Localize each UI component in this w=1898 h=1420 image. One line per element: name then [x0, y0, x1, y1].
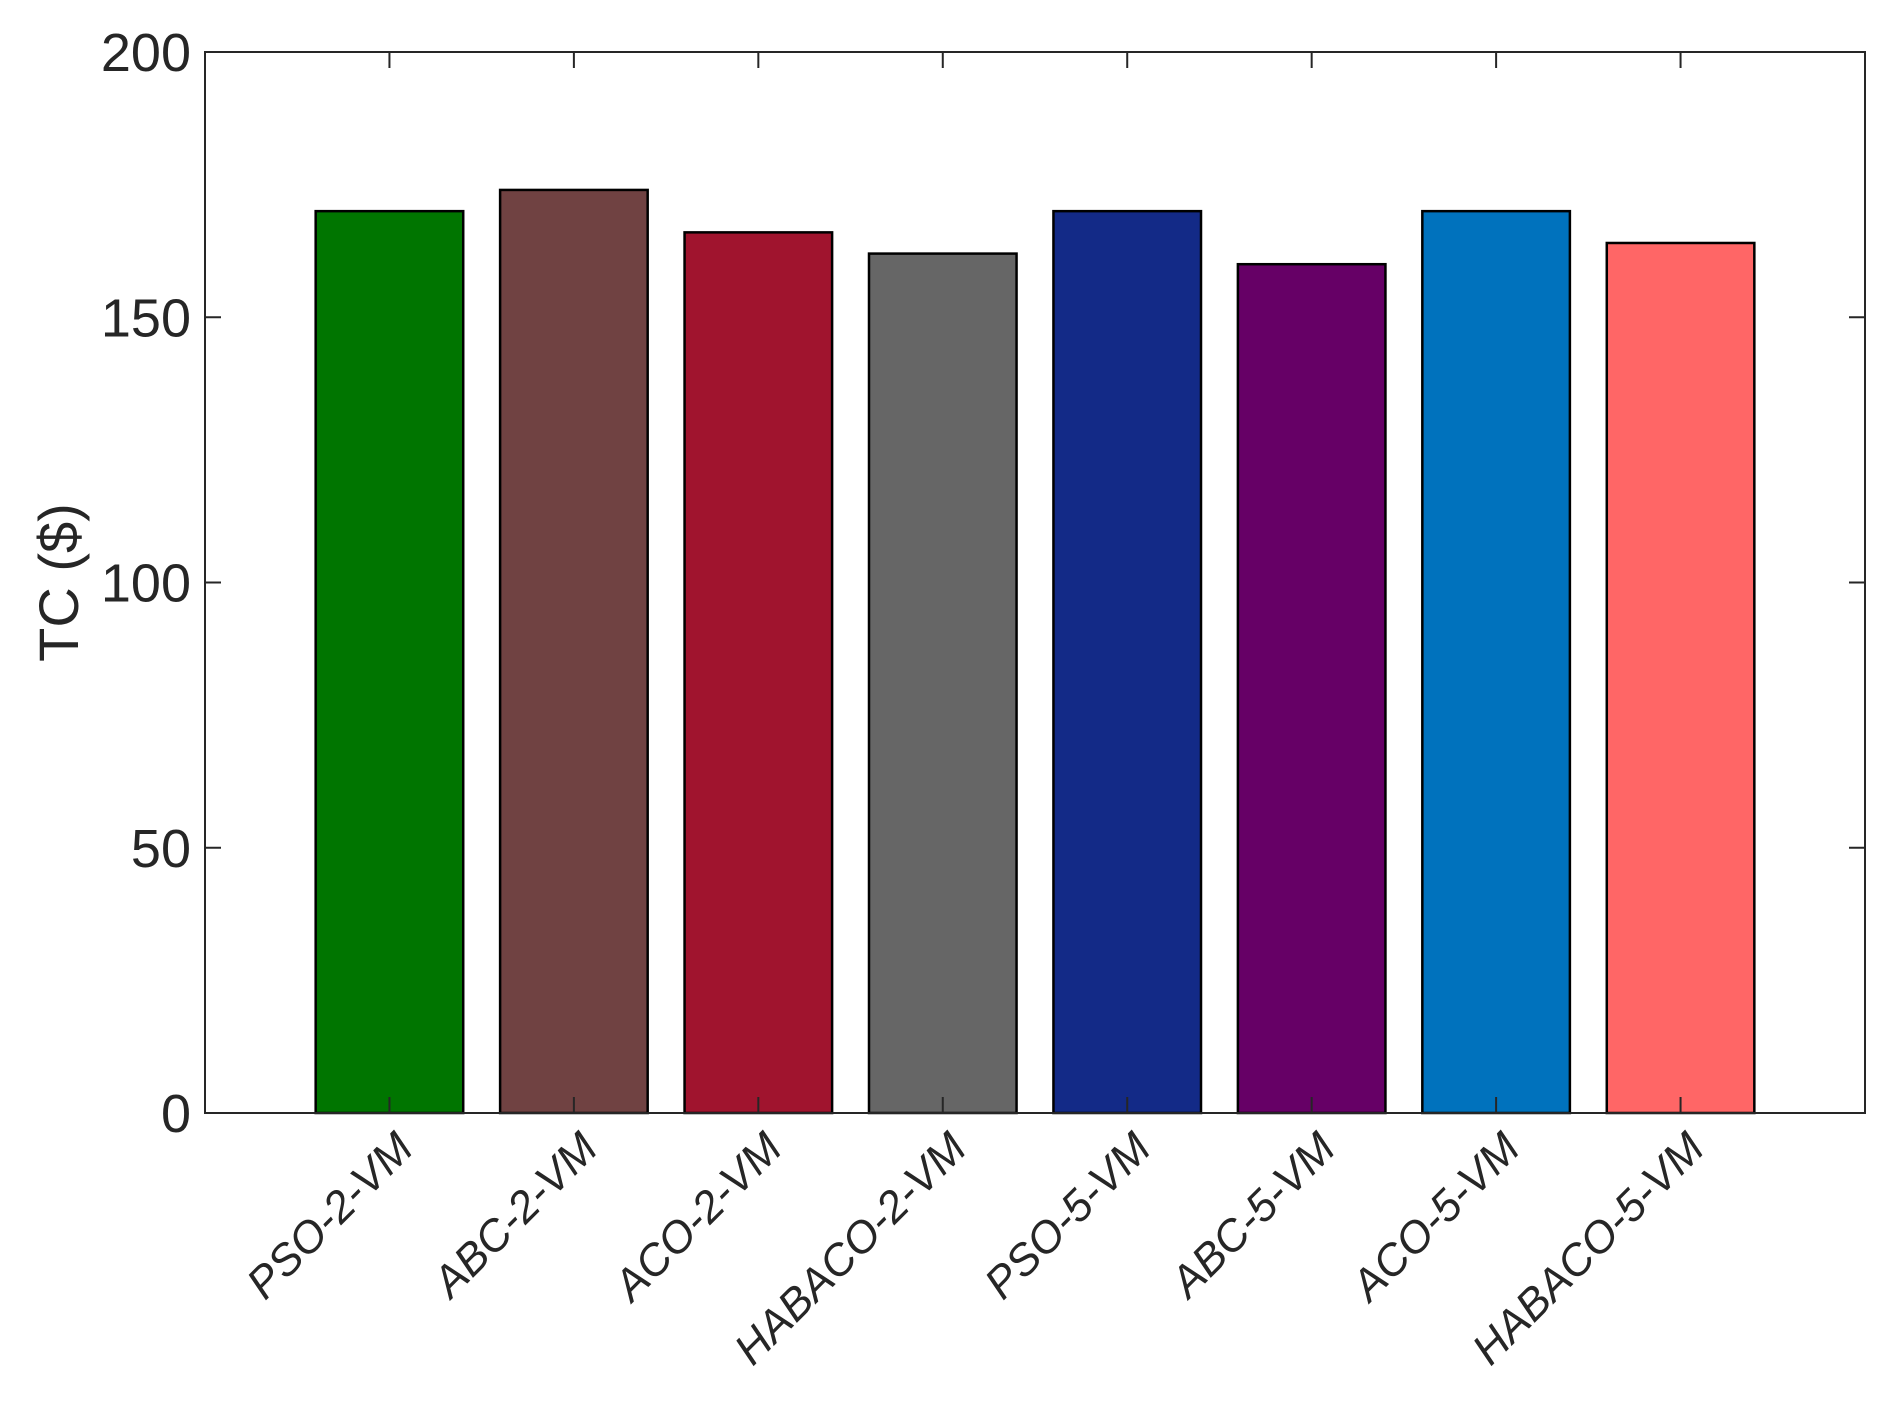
y-tick-label: 50 [131, 819, 191, 879]
bar-aco-2-vm [683, 231, 834, 1115]
y-tick-label: 0 [161, 1084, 191, 1144]
y-tick-label: 150 [101, 288, 191, 348]
ticks-group [205, 51, 1865, 1114]
bar-pso-5-vm [1052, 209, 1203, 1115]
y-axis-label: TC ($) [27, 503, 90, 662]
y-tick-label: 200 [101, 23, 191, 83]
bar-habaco-5-vm [1605, 241, 1756, 1115]
bar-pso-2-vm [314, 209, 465, 1115]
bar-aco-5-vm [1421, 209, 1572, 1115]
bars-group [314, 188, 1756, 1115]
bar-abc-5-vm [1236, 262, 1387, 1115]
bar-habaco-2-vm [867, 252, 1018, 1115]
y-tick-label: 100 [101, 554, 191, 614]
bar-abc-2-vm [498, 188, 649, 1115]
